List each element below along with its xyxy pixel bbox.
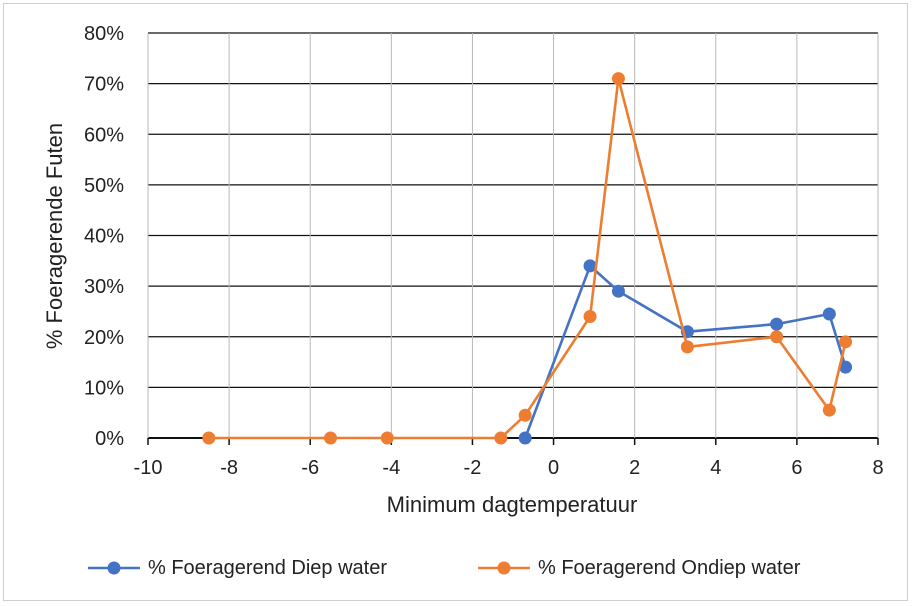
legend-label: % Foeragerend Diep water: [148, 557, 387, 579]
legend-marker: [107, 561, 121, 575]
y-tick-label: 30%: [84, 276, 124, 298]
y-tick-label: 50%: [84, 175, 124, 197]
x-tick-label: 2: [629, 457, 640, 479]
y-tick-label: 10%: [84, 377, 124, 399]
data-point: [839, 335, 853, 349]
legend-item: % Foeragerend Diep water: [88, 557, 387, 579]
legend: % Foeragerend Diep water % Foeragerend On…: [88, 557, 801, 579]
y-tick-label: 70%: [84, 74, 124, 96]
legend-marker: [497, 561, 511, 575]
series-1: [518, 259, 853, 445]
x-axis-ticks: -10 -8 -6 -4 -2 0 2 4 6 8: [134, 457, 884, 479]
y-tick-label: 40%: [84, 226, 124, 248]
data-point: [324, 431, 337, 445]
data-point: [202, 431, 216, 445]
x-tick-label: 6: [791, 457, 802, 479]
y-tick-label: 80%: [84, 23, 124, 45]
series-layer: [202, 72, 853, 445]
data-point: [611, 72, 625, 86]
x-tick-label: 8: [872, 457, 883, 479]
x-tick-label: 0: [548, 457, 559, 479]
data-point: [770, 330, 784, 344]
data-point: [583, 259, 597, 273]
data-point: [839, 360, 853, 374]
chart-frame: [3, 3, 908, 601]
y-tick-label: 20%: [84, 327, 124, 349]
data-point: [680, 340, 694, 354]
legend-label: % Foeragerend Ondiep water: [538, 557, 801, 579]
x-tick-label: -6: [301, 457, 319, 479]
series-line: [208, 77, 847, 440]
data-point: [380, 431, 394, 445]
y-axis-label: % Foeragerende Futen: [42, 123, 67, 349]
x-axis-label: Minimum dagtemperatuur: [387, 492, 638, 517]
y-axis-ticks: 0% 10% 20% 30% 40% 50% 60% 70% 80%: [84, 23, 124, 450]
data-point: [518, 408, 532, 422]
grid: [147, 32, 879, 445]
x-tick-label: -8: [220, 457, 238, 479]
data-point: [518, 431, 532, 445]
x-tick-label: 4: [710, 457, 721, 479]
data-point: [770, 317, 784, 331]
x-tick-label: -2: [464, 457, 482, 479]
data-point: [822, 403, 836, 417]
x-tick-label: -4: [382, 457, 400, 479]
data-point: [822, 307, 836, 321]
legend-item: % Foeragerend Ondiep water: [478, 557, 801, 579]
data-point: [611, 284, 625, 298]
series-2: [202, 72, 853, 445]
data-point: [583, 310, 597, 323]
x-tick-label: -10: [134, 457, 163, 479]
data-point: [494, 431, 508, 445]
y-tick-label: 0%: [95, 428, 124, 450]
y-tick-label: 60%: [84, 124, 124, 146]
